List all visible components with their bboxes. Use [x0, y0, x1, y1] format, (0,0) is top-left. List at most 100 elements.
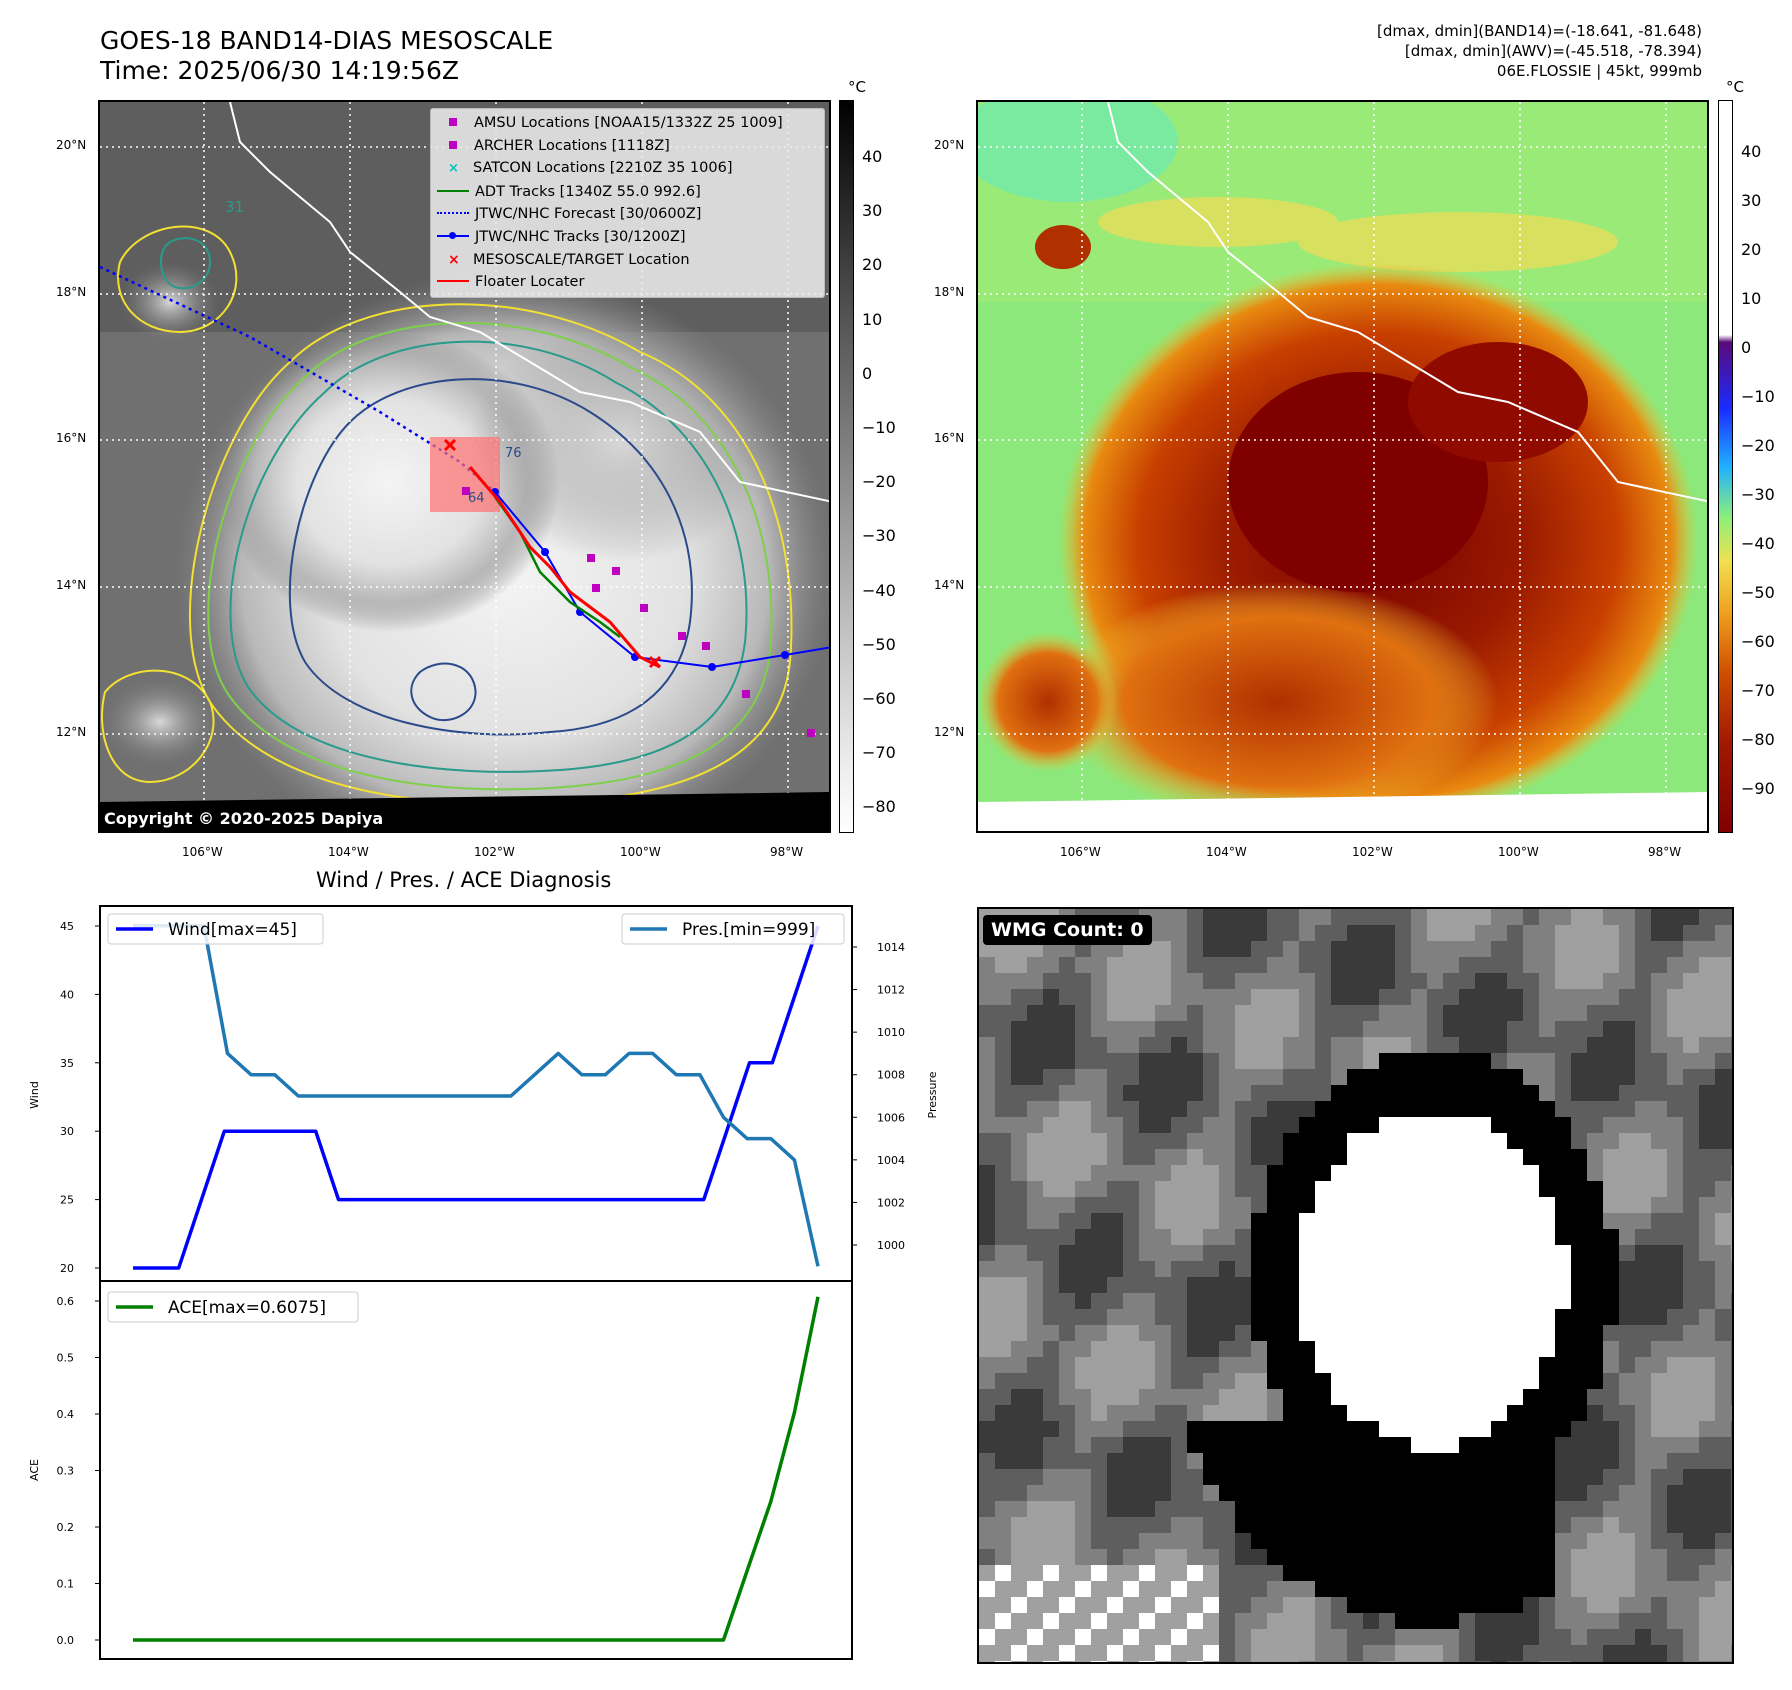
wmg-cell — [1155, 1069, 1171, 1085]
wmg-cell — [1091, 1053, 1107, 1069]
wmg-cell — [1315, 1629, 1331, 1645]
wmg-cell — [1235, 1405, 1251, 1421]
wmg-cell — [1635, 1469, 1651, 1485]
wmg-cell — [1283, 941, 1299, 957]
wmg-cell — [1491, 1117, 1507, 1133]
wmg-cell — [1587, 1085, 1603, 1101]
wmg-cell — [1715, 1165, 1731, 1181]
wmg-cell — [1107, 1149, 1123, 1165]
wmg-cell — [1523, 1389, 1539, 1405]
wmg-cell — [1731, 1453, 1732, 1469]
colorbar-tick-label: 40 — [862, 147, 883, 166]
wmg-cell — [1587, 973, 1603, 989]
wmg-cell — [1331, 1645, 1347, 1661]
wmg-cell — [1651, 925, 1667, 941]
wmg-cell — [1123, 1133, 1139, 1149]
wmg-cell — [1619, 1661, 1635, 1662]
wmg-cell — [1571, 1293, 1587, 1309]
wmg-cell — [1683, 1581, 1699, 1597]
wmg-cell — [1235, 1389, 1251, 1405]
wmg-cell — [1475, 941, 1491, 957]
wmg-cell — [1539, 1181, 1555, 1197]
wmg-cell — [1043, 1389, 1059, 1405]
wmg-cell — [1507, 1213, 1523, 1229]
wmg-cell — [1603, 1341, 1619, 1357]
ace-series-line — [133, 1296, 820, 1642]
wmg-cell — [1235, 1181, 1251, 1197]
wmg-cell — [1523, 1517, 1539, 1533]
wmg-cell — [1427, 1293, 1443, 1309]
wmg-cell — [1603, 1037, 1619, 1053]
wmg-cell — [1347, 1229, 1363, 1245]
wmg-cell — [1299, 1501, 1315, 1517]
wmg-cell — [1603, 1005, 1619, 1021]
wmg-cell — [1587, 1213, 1603, 1229]
wmg-cell — [1203, 1309, 1219, 1325]
wmg-cell — [1507, 1373, 1523, 1389]
wmg-cell — [1155, 909, 1171, 925]
wmg-cell — [1379, 1165, 1395, 1181]
wmg-cell — [1731, 1325, 1732, 1341]
wmg-cell — [1347, 1037, 1363, 1053]
wmg-cell — [1155, 1245, 1171, 1261]
wmg-cell — [1635, 1197, 1651, 1213]
wmg-cell — [1715, 1197, 1731, 1213]
wmg-cell — [1027, 1373, 1043, 1389]
wmg-cell — [1731, 957, 1732, 973]
wmg-cell — [1411, 1213, 1427, 1229]
wmg-cell — [1107, 1005, 1123, 1021]
colorbar-tick-label: −60 — [862, 689, 896, 708]
wmg-cell — [1555, 1325, 1571, 1341]
wmg-cell — [1683, 1645, 1699, 1661]
wmg-cell — [1587, 957, 1603, 973]
wmg-cell — [1379, 1069, 1395, 1085]
lon-label: 100°W — [1498, 845, 1539, 859]
wmg-cell — [1235, 1453, 1251, 1469]
colorbar-tick-label: 30 — [862, 201, 883, 221]
wmg-cell — [1043, 1645, 1059, 1661]
wmg-cell — [1267, 1085, 1283, 1101]
wmg-cell — [1395, 1629, 1411, 1645]
wmg-cell — [995, 1373, 1011, 1389]
wmg-cell — [1395, 1085, 1411, 1101]
wind-tick-label: 35 — [60, 1057, 74, 1070]
wmg-cell — [1171, 1341, 1187, 1357]
wmg-cell — [1315, 1245, 1331, 1261]
wmg-cell — [1363, 1613, 1379, 1629]
wmg-cell — [1075, 1309, 1091, 1325]
wmg-cell — [1299, 1037, 1315, 1053]
wmg-cell — [1363, 941, 1379, 957]
wmg-cell — [1459, 1069, 1475, 1085]
wmg-cell — [1219, 957, 1235, 973]
copyright-banner: Copyright © 2020-2025 Dapiya — [100, 806, 830, 831]
wmg-cell — [1155, 1325, 1171, 1341]
wmg-cell — [1331, 1373, 1347, 1389]
wmg-cell — [1539, 1645, 1555, 1661]
wmg-cell — [1283, 1037, 1299, 1053]
wmg-cell — [1011, 1037, 1027, 1053]
wmg-cell — [1043, 1261, 1059, 1277]
wmg-cell — [1427, 1245, 1443, 1261]
wmg-cell — [1011, 1565, 1027, 1581]
wmg-cell — [995, 1597, 1011, 1613]
wmg-cell — [1731, 1469, 1732, 1485]
wmg-cell — [1523, 1101, 1539, 1117]
wmg-cell — [1587, 1565, 1603, 1581]
wmg-cell — [1475, 909, 1491, 925]
wmg-cell — [1459, 909, 1475, 925]
wmg-cell — [1251, 909, 1267, 925]
wmg-cell — [1139, 1565, 1155, 1581]
wmg-cell — [1219, 941, 1235, 957]
wmg-cell — [1059, 1053, 1075, 1069]
wmg-cell — [1555, 925, 1571, 941]
wmg-cell — [1379, 1533, 1395, 1549]
wmg-cell — [1571, 1117, 1587, 1133]
lon-label: 98°W — [770, 845, 804, 859]
wmg-cell — [1379, 1277, 1395, 1293]
wmg-cell — [1059, 957, 1075, 973]
wmg-cell — [995, 1341, 1011, 1357]
wmg-cell — [1699, 1597, 1715, 1613]
wmg-cell — [1475, 1101, 1491, 1117]
wmg-cell — [1379, 1581, 1395, 1597]
wmg-cell — [1011, 1101, 1027, 1117]
